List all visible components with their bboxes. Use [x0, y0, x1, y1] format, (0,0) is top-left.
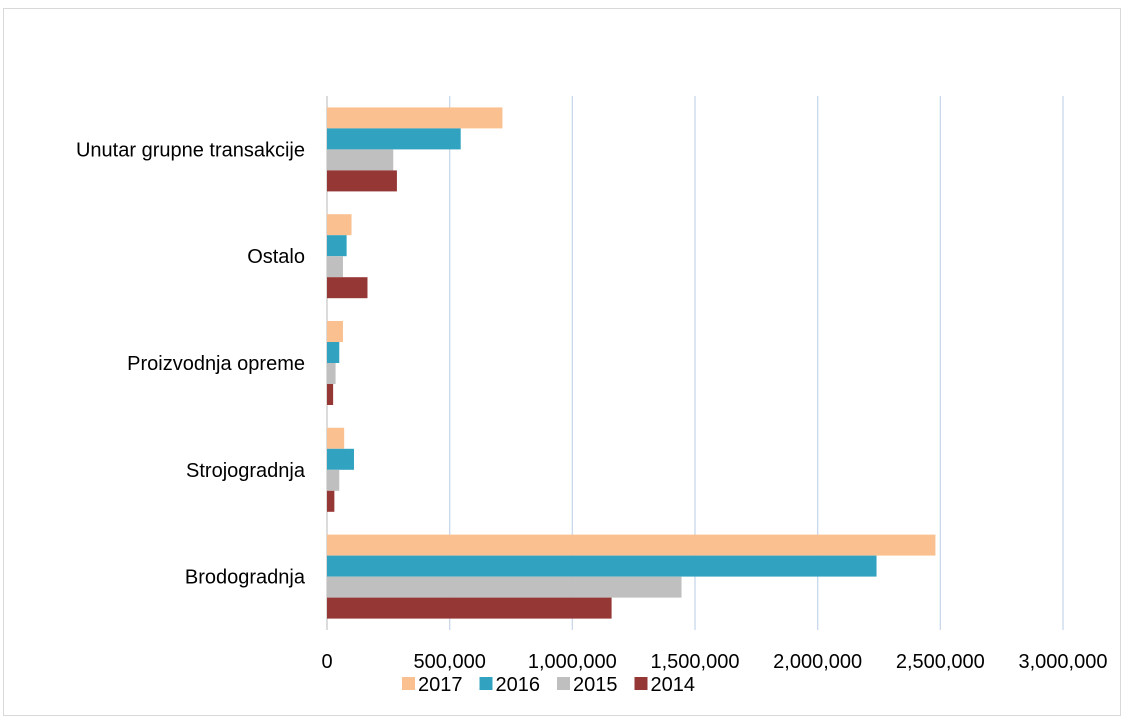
x-tick-label: 0: [321, 651, 332, 673]
x-tick-label: 3,000,000: [1019, 651, 1108, 673]
bar-2016: [327, 128, 461, 150]
legend-label: 2017: [418, 674, 463, 696]
bar-2015: [327, 149, 394, 171]
bars: [327, 107, 936, 619]
bar-2017: [327, 107, 503, 129]
legend-swatch: [557, 677, 570, 690]
bar-2016: [327, 555, 877, 577]
category-label: Proizvodnja opreme: [127, 353, 305, 375]
category-label: Unutar grupne transakcije: [76, 139, 305, 161]
x-tick-label: 1,000,000: [528, 651, 617, 673]
x-tick-label: 2,000,000: [773, 651, 862, 673]
bar-2017: [327, 427, 345, 449]
bar-2015: [327, 469, 340, 491]
bar-2014: [327, 490, 335, 512]
x-tick-label: 2,500,000: [896, 651, 985, 673]
x-tick-label: 500,000: [414, 651, 486, 673]
bar-2015: [327, 576, 682, 598]
category-label: Ostalo: [247, 246, 305, 268]
bar-2015: [327, 256, 343, 278]
category-labels: Brodogradnja Strojogradnja Proizvodnja opr…: [76, 139, 306, 588]
bar-2016: [327, 448, 354, 470]
bar-2016: [327, 235, 347, 257]
legend-label: 2016: [496, 674, 541, 696]
legend-swatch: [479, 677, 493, 690]
bar-2017: [327, 321, 343, 342]
legend-swatch: [402, 677, 415, 690]
bar-2016: [327, 342, 340, 363]
bar-2014: [327, 384, 334, 405]
category-label: Brodogradnja: [185, 567, 306, 589]
bar-2017: [327, 214, 352, 236]
legend-label: 2014: [651, 674, 696, 696]
bar-2017: [327, 534, 936, 556]
legend-label: 2015: [573, 674, 618, 696]
legend: 2017 2016 2015 2014: [402, 674, 695, 696]
bar-2015: [327, 363, 336, 384]
bar-2014: [327, 597, 612, 619]
category-label: Strojogradnja: [186, 460, 306, 482]
x-tick-labels: 0 500,000 1,000,000 1,500,000 2,000,000 2,500…: [321, 651, 1107, 673]
bar-2014: [327, 277, 368, 299]
bar-2014: [327, 170, 397, 192]
legend-swatch: [634, 677, 648, 690]
x-tick-label: 1,500,000: [651, 651, 740, 673]
